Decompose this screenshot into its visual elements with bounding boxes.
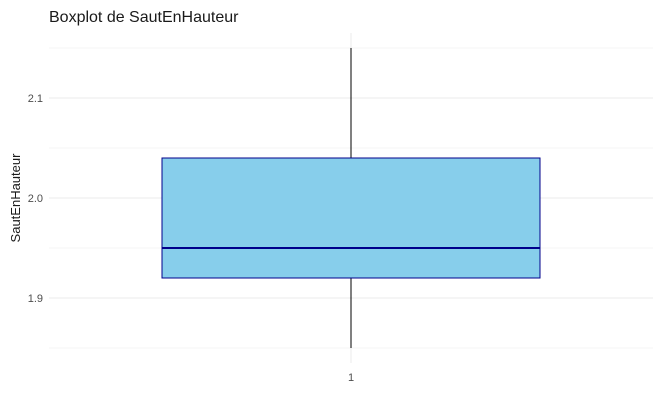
y-tick-label: 2.1 xyxy=(28,93,43,105)
y-tick-label: 1.9 xyxy=(28,293,43,305)
y-tick-label: 2.0 xyxy=(28,193,43,205)
axis-labels: 1.9 2.0 2.1 1 xyxy=(28,93,354,384)
y-axis-title: SautEnHauteur xyxy=(8,153,23,243)
plot-marks xyxy=(161,48,541,348)
chart-title: Boxplot de SautEnHauteur xyxy=(49,9,239,26)
x-tick-label: 1 xyxy=(348,372,354,384)
box-iqr xyxy=(161,157,541,279)
